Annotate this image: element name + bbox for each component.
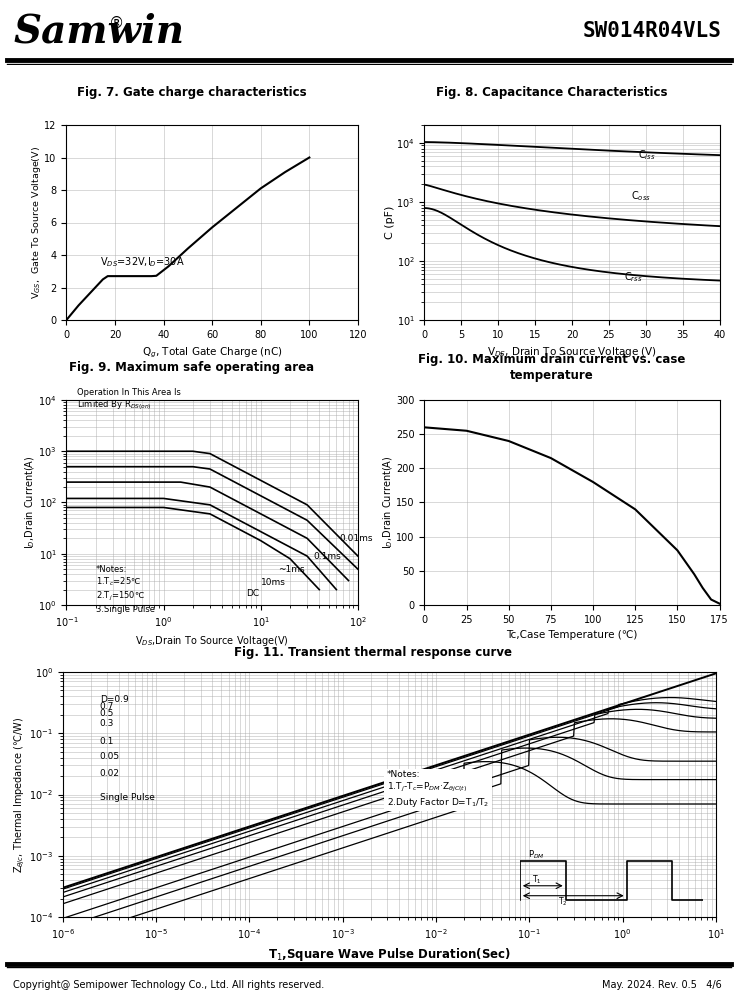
Text: Single Pulse: Single Pulse bbox=[100, 793, 155, 802]
X-axis label: Q$_g$, Total Gate Charge (nC): Q$_g$, Total Gate Charge (nC) bbox=[142, 345, 283, 360]
Text: Samwin: Samwin bbox=[13, 12, 184, 50]
Text: May. 2024. Rev. 0.5   4/6: May. 2024. Rev. 0.5 4/6 bbox=[602, 980, 722, 990]
Text: 0.02: 0.02 bbox=[100, 769, 120, 778]
Y-axis label: I$_D$,Drain Current(A): I$_D$,Drain Current(A) bbox=[23, 456, 37, 549]
Text: 0.05: 0.05 bbox=[100, 752, 120, 761]
Text: C$_{rss}$: C$_{rss}$ bbox=[624, 270, 642, 284]
X-axis label: Tc,Case Temperature (℃): Tc,Case Temperature (℃) bbox=[506, 630, 638, 640]
Text: Copyright@ Semipower Technology Co., Ltd. All rights reserved.: Copyright@ Semipower Technology Co., Ltd… bbox=[13, 980, 325, 990]
Text: C$_{iss}$: C$_{iss}$ bbox=[638, 148, 656, 162]
Text: Fig. 11. Transient thermal response curve: Fig. 11. Transient thermal response curv… bbox=[234, 646, 511, 659]
Text: 10ms: 10ms bbox=[261, 578, 286, 587]
Text: Fig. 8. Capacitance Characteristics: Fig. 8. Capacitance Characteristics bbox=[436, 86, 667, 99]
Text: *Notes:
1.T$_j$-T$_c$=P$_{DM}$·Z$_{θjC(t)}$
2.Duty Factor D=T$_1$/T$_2$: *Notes: 1.T$_j$-T$_c$=P$_{DM}$·Z$_{θjC(t… bbox=[387, 770, 489, 809]
Text: DC: DC bbox=[246, 589, 259, 598]
Text: C$_{oss}$: C$_{oss}$ bbox=[631, 189, 651, 203]
Y-axis label: V$_{GS}$,  Gate To Source Voltage(V): V$_{GS}$, Gate To Source Voltage(V) bbox=[30, 146, 43, 299]
Text: 0.1: 0.1 bbox=[100, 737, 114, 746]
Text: Fig. 9. Maximum safe operating area: Fig. 9. Maximum safe operating area bbox=[69, 361, 314, 374]
Text: 0.3: 0.3 bbox=[100, 719, 114, 728]
Text: D=0.9: D=0.9 bbox=[100, 695, 128, 704]
Text: SW014R04VLS: SW014R04VLS bbox=[583, 21, 722, 41]
X-axis label: V$_{DS}$,Drain To Source Voltage(V): V$_{DS}$,Drain To Source Voltage(V) bbox=[135, 634, 289, 648]
Text: 0.7: 0.7 bbox=[100, 702, 114, 711]
Text: Operation In This Area Is
Limited By R$_{DS(on)}$: Operation In This Area Is Limited By R$_… bbox=[77, 388, 182, 412]
Y-axis label: Z$_{θjc}$, Thermal Impedance (℃/W): Z$_{θjc}$, Thermal Impedance (℃/W) bbox=[13, 716, 27, 873]
X-axis label: V$_{DS}$, Drain To Source Voltage (V): V$_{DS}$, Drain To Source Voltage (V) bbox=[487, 345, 657, 359]
X-axis label: T$_1$,Square Wave Pulse Duration(Sec): T$_1$,Square Wave Pulse Duration(Sec) bbox=[268, 946, 511, 963]
Text: Fig. 7. Gate charge characteristics: Fig. 7. Gate charge characteristics bbox=[77, 86, 307, 99]
Text: 0.01ms: 0.01ms bbox=[339, 534, 373, 543]
Text: Fig. 10. Maximum drain current vs. case
temperature: Fig. 10. Maximum drain current vs. case … bbox=[418, 354, 686, 381]
Y-axis label: I$_D$,Drain Current(A): I$_D$,Drain Current(A) bbox=[381, 456, 395, 549]
Y-axis label: C (pF): C (pF) bbox=[384, 206, 395, 239]
Text: *Notes:
1.T$_c$=25℃
2.T$_j$=150℃
3.Single Pulse: *Notes: 1.T$_c$=25℃ 2.T$_j$=150℃ 3.Singl… bbox=[96, 565, 155, 614]
Text: V$_{DS}$=32V,I$_D$=30A: V$_{DS}$=32V,I$_D$=30A bbox=[100, 255, 185, 269]
Text: ®: ® bbox=[109, 16, 125, 31]
Text: ~1ms: ~1ms bbox=[278, 565, 305, 574]
Text: 0.5: 0.5 bbox=[100, 709, 114, 718]
Text: 0.1ms: 0.1ms bbox=[314, 552, 342, 561]
